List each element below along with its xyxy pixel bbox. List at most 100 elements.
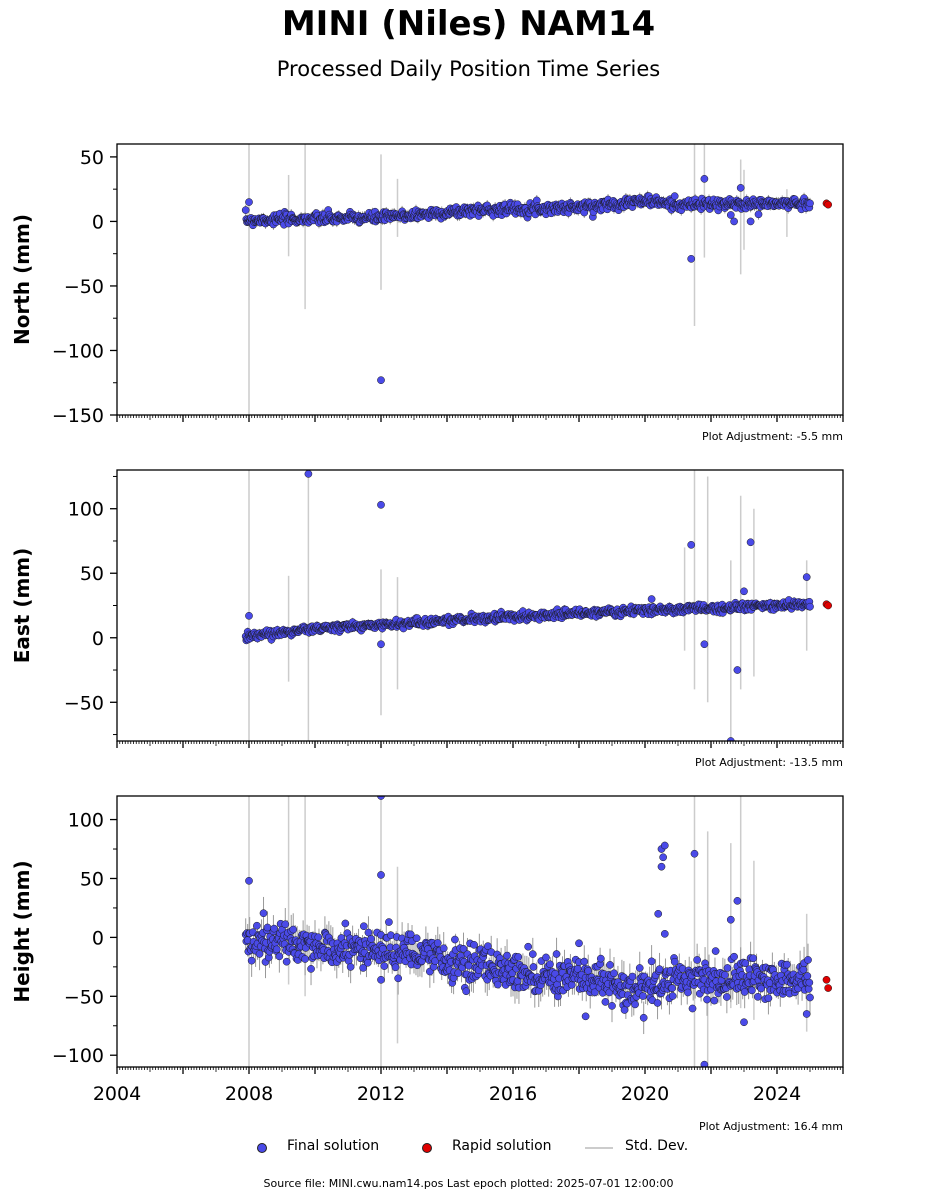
final-point-outlier (802, 1010, 811, 1018)
final-point (439, 944, 448, 953)
y-tick-label: −50 (64, 986, 104, 1008)
footer-source: Source file: MINI.cwu.nam14.pos Last epo… (263, 1177, 674, 1190)
final-point-outlier (736, 184, 745, 192)
final-point (503, 951, 511, 960)
y-tick-label: −150 (52, 405, 104, 427)
final-point (433, 939, 442, 947)
final-point (804, 956, 812, 964)
chart-title: MINI (Niles) NAM14 (281, 4, 656, 44)
final-point (711, 947, 720, 955)
panel-1-data (241, 144, 833, 415)
final-point (749, 954, 758, 963)
final-point (653, 999, 662, 1007)
final-point-outlier (746, 217, 755, 226)
final-point (670, 192, 679, 200)
y-tick-label: −50 (64, 276, 104, 298)
final-point (606, 961, 614, 969)
final-point (670, 957, 679, 966)
final-point-outlier (726, 211, 735, 219)
rapid-point (822, 975, 831, 984)
final-point-outlier (647, 595, 656, 603)
final-point-outlier (802, 573, 811, 581)
y-tick-label: −100 (52, 340, 104, 362)
final-point (668, 984, 676, 993)
final-point (688, 1004, 697, 1013)
final-point (764, 994, 773, 1003)
final-point (289, 925, 298, 934)
final-point (282, 957, 291, 966)
final-point (253, 921, 261, 930)
panel-3: −100 −50 0 50 100 2004 2008 2012 2016 2020 2024 Hei… (10, 795, 844, 1133)
final-point-outlier (726, 737, 735, 741)
panel-2-data (241, 470, 833, 741)
chart-subtitle: Processed Daily Position Time Series (276, 57, 661, 81)
y-axis-label: Height (mm) (10, 860, 34, 1002)
final-point (431, 957, 439, 965)
final-point (529, 963, 538, 971)
y-tick-label: 0 (92, 211, 104, 233)
final-point (552, 950, 561, 958)
final-point-outlier (687, 255, 696, 263)
final-point (346, 963, 355, 971)
final-point-outlier (377, 975, 385, 984)
final-point (484, 942, 492, 951)
final-point (647, 957, 656, 966)
final-point-outlier (733, 666, 742, 674)
final-point (723, 964, 732, 972)
final-point (270, 924, 278, 933)
final-point (740, 988, 749, 996)
final-point-outlier (740, 1018, 748, 1027)
plot-adjustment-note: Plot Adjustment: -5.5 mm (702, 430, 843, 443)
final-point (255, 950, 264, 958)
final-point (385, 918, 393, 926)
final-point (391, 963, 400, 972)
final-point (363, 958, 372, 967)
plot-adjustment-note: Plot Adjustment: 16.4 mm (699, 1120, 843, 1133)
y-axis-label: East (mm) (10, 548, 34, 664)
final-point (639, 992, 647, 1000)
x-tick-label: 2008 (225, 1083, 273, 1105)
final-point (631, 1000, 639, 1009)
final-point (806, 602, 814, 611)
final-point (301, 955, 309, 963)
y-tick-label: 50 (80, 563, 104, 585)
stddev-line-icon (585, 1147, 613, 1149)
y-axis-label: North (mm) (10, 214, 34, 345)
final-point (684, 988, 692, 997)
final-point-outlier (377, 500, 385, 509)
final-point (805, 978, 814, 987)
panel-frame (116, 143, 844, 416)
legend-final-label: Final solution (287, 1138, 380, 1154)
final-point (359, 964, 368, 972)
final-point (806, 993, 814, 1002)
final-point (806, 199, 814, 208)
y-tick-label: 0 (92, 927, 104, 949)
panel-3-data (241, 796, 833, 1067)
final-point (610, 969, 618, 978)
final-point (470, 940, 478, 949)
final-point-outlier (654, 909, 663, 918)
final-point (394, 974, 403, 983)
x-tick-label: 2016 (489, 1083, 537, 1105)
panel-2: −50 0 50 100 East (mm) Plot Adjustment: -13.5… (10, 469, 844, 769)
final-point-outlier (740, 587, 748, 596)
final-point (247, 956, 256, 965)
final-point (693, 956, 701, 964)
final-point (580, 957, 589, 966)
legend-stddev-label: Std. Dev. (625, 1138, 689, 1154)
final-point (380, 962, 389, 970)
final-point (567, 981, 576, 989)
final-point-outlier (687, 540, 696, 549)
final-point (741, 959, 750, 968)
final-point (799, 965, 808, 974)
final-point-outlier (377, 376, 385, 385)
final-point (314, 933, 323, 942)
final-point (514, 953, 523, 961)
final-point (241, 206, 250, 214)
final-point (367, 935, 375, 943)
final-point-outlier (700, 1060, 709, 1067)
final-point-outlier (690, 849, 699, 858)
final-point-outlier (730, 217, 738, 226)
final-solution-marker-icon (257, 1143, 267, 1153)
y-tick-label: 100 (68, 810, 104, 832)
